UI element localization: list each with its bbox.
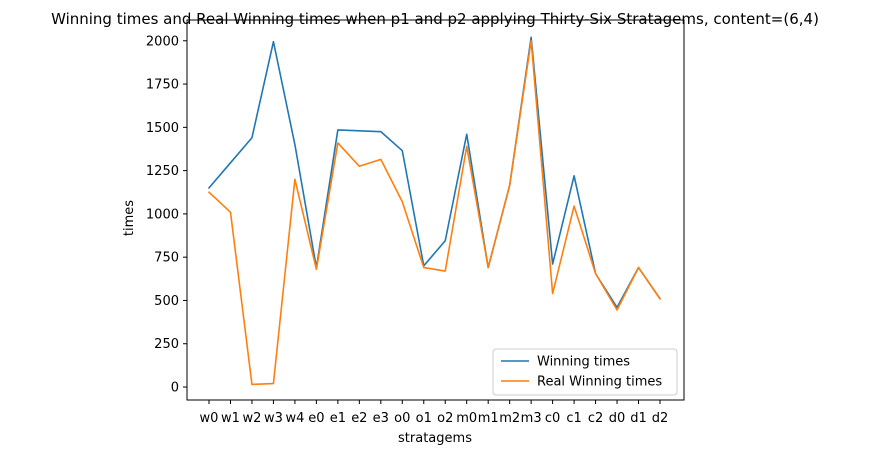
legend: Winning times Real Winning times bbox=[492, 348, 678, 396]
y-tick-label: 1500 bbox=[146, 121, 179, 136]
x-tick-label: m1 bbox=[478, 411, 499, 426]
y-tick-label: 250 bbox=[154, 337, 179, 352]
x-tick-label: e1 bbox=[330, 411, 346, 426]
y-tick-label: 1250 bbox=[146, 164, 179, 179]
axes-frame bbox=[186, 19, 685, 401]
x-tick-label: e0 bbox=[308, 411, 324, 426]
x-tick-label: d2 bbox=[652, 411, 669, 426]
x-tick-label: c1 bbox=[566, 411, 581, 426]
series-line-winning-times bbox=[207, 36, 662, 309]
x-tick-label: e2 bbox=[351, 411, 367, 426]
x-tick-label: o2 bbox=[437, 411, 453, 426]
chart-title: Winning times and Real Winning times whe… bbox=[51, 10, 819, 28]
x-tick-label: m3 bbox=[521, 411, 542, 426]
x-tick-label: o1 bbox=[416, 411, 432, 426]
y-tick-label: 2000 bbox=[146, 34, 179, 49]
y-tick-label: 500 bbox=[154, 294, 179, 309]
x-tick-label: w0 bbox=[200, 411, 219, 426]
x-tick-label: w4 bbox=[285, 411, 304, 426]
legend-label: Winning times bbox=[537, 355, 630, 370]
legend-box bbox=[492, 348, 678, 396]
x-tick-label: w3 bbox=[264, 411, 283, 426]
x-tick-label: m0 bbox=[456, 411, 477, 426]
x-tick-label: c0 bbox=[545, 411, 560, 426]
x-tick-label: m2 bbox=[499, 411, 520, 426]
plot-area bbox=[207, 36, 662, 386]
y-tick-label: 750 bbox=[154, 251, 179, 266]
y-tick-label: 1750 bbox=[146, 78, 179, 93]
legend-label: Real Winning times bbox=[537, 375, 662, 390]
x-axis: w0 w1 w2 w3 w4 e0 e1 e2 e3 o0 o1 o2 m0 m1 m2 m3 c0 c1 c2 d0… bbox=[200, 400, 669, 426]
x-tick-label: o0 bbox=[394, 411, 410, 426]
x-tick-label: w1 bbox=[221, 411, 240, 426]
y-tick-label: 0 bbox=[171, 381, 179, 396]
y-axis: 0 250 500 750 1000 1250 1500 1750 2000 bbox=[146, 34, 187, 396]
series-line-real-winning-times bbox=[207, 39, 662, 386]
x-tick-label: c2 bbox=[588, 411, 603, 426]
y-axis-label: times bbox=[122, 200, 137, 236]
x-tick-label: d0 bbox=[609, 411, 626, 426]
x-tick-label: d1 bbox=[630, 411, 647, 426]
x-tick-label: e3 bbox=[373, 411, 389, 426]
x-axis-label: stratagems bbox=[398, 431, 472, 446]
x-tick-label: w2 bbox=[242, 411, 261, 426]
y-tick-label: 1000 bbox=[146, 207, 179, 222]
